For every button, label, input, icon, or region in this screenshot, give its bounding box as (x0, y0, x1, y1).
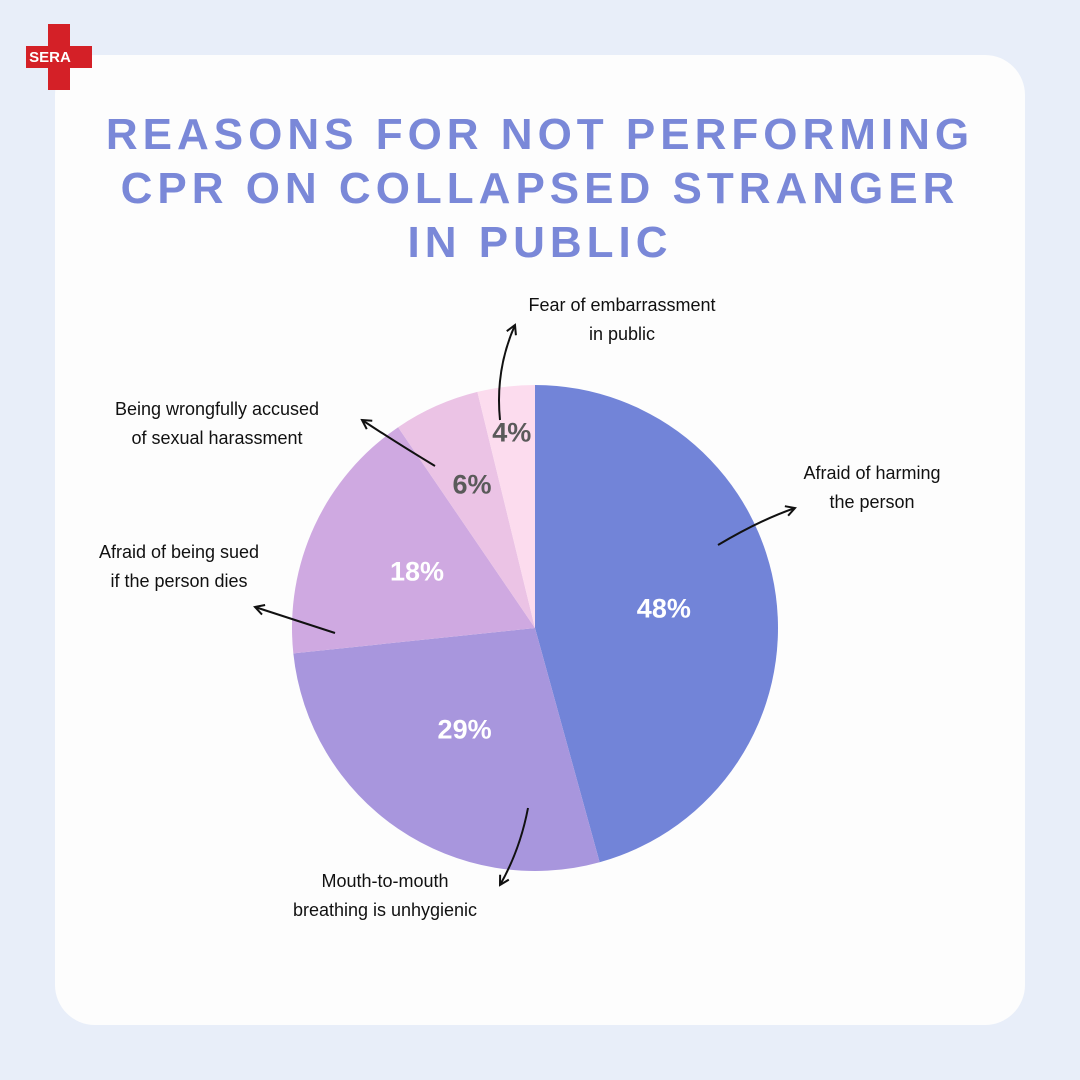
category-label: Fear of embarrassment in public (528, 295, 716, 344)
chart-title: REASONS FOR NOT PERFORMING CPR ON COLLAP… (105, 110, 975, 267)
category-label: Mouth-to-mouth breathing is unhygienic (292, 871, 478, 920)
pie-slice (292, 427, 535, 654)
arrows (255, 325, 795, 885)
category-label: Afraid of being sued if the person dies (98, 542, 260, 591)
value-label: 4% (492, 418, 531, 448)
logo-text: SERA (29, 49, 71, 66)
value-label: 6% (452, 470, 491, 500)
pie: 48% 29% 18% 6%4% (292, 385, 778, 871)
logo: SERA (26, 24, 92, 90)
value-label: 18% (390, 556, 444, 586)
pie-slice (535, 385, 778, 863)
value-label: 29% (438, 714, 492, 744)
category-label: Being wrongfully accused of sexual haras… (114, 399, 320, 448)
pie-slice (477, 385, 535, 628)
pie-slice (293, 628, 600, 871)
value-label: 48% (637, 594, 691, 624)
pie-slice (398, 391, 535, 628)
category-label: Afraid of harming the person (803, 463, 941, 512)
